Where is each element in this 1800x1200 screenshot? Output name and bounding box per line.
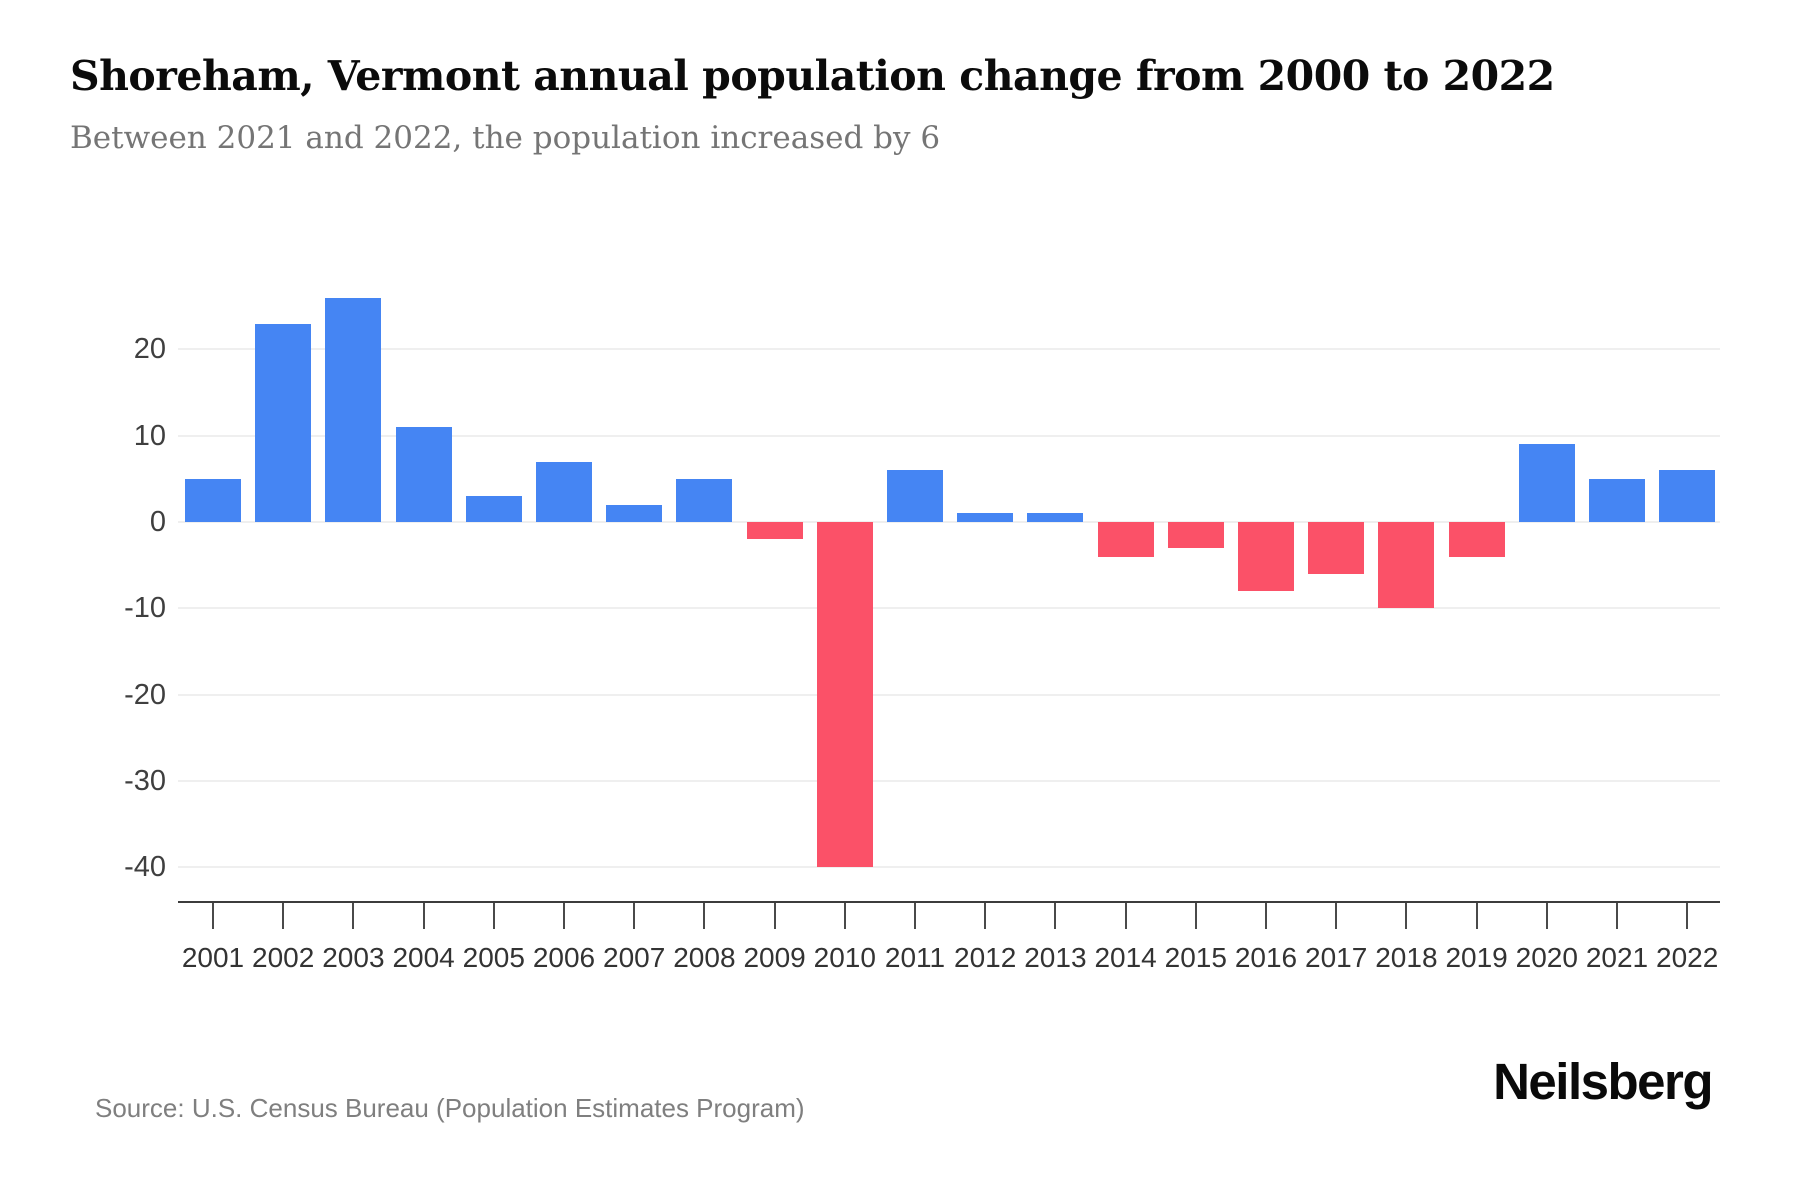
bar-2004	[395, 427, 452, 522]
bar-2012	[957, 513, 1014, 522]
x-tick-2021	[1616, 903, 1618, 929]
x-tick-2020	[1545, 903, 1548, 929]
x-tick-label-2005: 2005	[462, 942, 525, 973]
x-tick-label-2002: 2002	[252, 942, 315, 973]
x-tick-2003	[352, 903, 355, 929]
bar-2002	[255, 323, 312, 522]
x-tick-label-2011: 2011	[884, 942, 946, 973]
x-tick-label-2016: 2016	[1234, 942, 1298, 973]
bar-2007	[606, 504, 663, 522]
chart-subtitle: Between 2021 and 2022, the population in…	[70, 120, 941, 156]
bar-2022	[1659, 470, 1716, 522]
x-tick-2005	[492, 903, 495, 929]
bar-2003	[325, 297, 382, 522]
x-tick-2022	[1686, 903, 1689, 929]
x-tick-2008	[703, 903, 706, 929]
x-tick-label-2010: 2010	[813, 942, 876, 973]
x-tick-label-2004: 2004	[392, 942, 455, 973]
x-tick-2012	[984, 903, 987, 929]
x-tick-label-2014: 2014	[1094, 942, 1157, 973]
x-tick-2002	[282, 903, 285, 929]
x-tick-2001	[212, 903, 214, 929]
x-tick-label-2009: 2009	[743, 942, 806, 973]
gridline-10	[178, 434, 1720, 437]
bar-2018	[1378, 522, 1435, 609]
x-tick-2004	[422, 903, 425, 929]
bar-2008	[676, 478, 733, 522]
y-axis-labels: 20 10 0 -10 -20 -30 -40	[0, 240, 166, 901]
x-tick-label-2020: 2020	[1515, 942, 1578, 973]
x-tick-2014	[1124, 903, 1127, 929]
gridline--10	[178, 607, 1720, 610]
y-tick-label-10: 10	[133, 419, 166, 452]
y-tick-label--30: -30	[124, 764, 166, 797]
y-tick-label-0: 0	[149, 506, 166, 538]
gridline--20	[178, 693, 1720, 696]
y-tick-label--20: -20	[124, 678, 166, 711]
bar-2014	[1097, 522, 1154, 557]
bar-2015	[1167, 522, 1224, 548]
x-tick-2009	[773, 903, 776, 929]
x-tick-label-2001: 2001	[181, 942, 245, 973]
bar-2006	[536, 461, 592, 522]
bar-2020	[1518, 444, 1575, 522]
x-tick-2011	[914, 903, 916, 929]
x-tick-2018	[1405, 903, 1408, 929]
brand-logo: Neilsberg	[1493, 1053, 1713, 1110]
gridline-0	[178, 521, 1720, 523]
x-tick-label-2019: 2019	[1445, 942, 1508, 973]
gridline--40	[178, 866, 1720, 869]
source-note: Source: U.S. Census Bureau (Population E…	[95, 1093, 805, 1123]
x-tick-label-2006: 2006	[532, 942, 596, 973]
x-tick-2017	[1335, 903, 1338, 929]
bar-2010	[816, 522, 873, 868]
y-tick-label-20: 20	[133, 333, 166, 366]
bar-2016	[1238, 522, 1294, 592]
bar-2011	[887, 470, 943, 522]
bar-2009	[746, 522, 803, 540]
x-tick-label-2003: 2003	[322, 942, 385, 973]
bar-2017	[1308, 522, 1365, 574]
x-tick-label-2022: 2022	[1656, 942, 1719, 973]
x-tick-2010	[843, 903, 846, 929]
bar-2005	[465, 496, 522, 522]
x-tick-label-2015: 2015	[1164, 942, 1227, 973]
plot-area	[178, 240, 1720, 901]
x-tick-label-2012: 2012	[954, 942, 1017, 973]
chart-title: Shoreham, Vermont annual population chan…	[70, 52, 1555, 100]
x-tick-2016	[1265, 903, 1267, 929]
x-axis-line	[178, 901, 1720, 903]
x-tick-2015	[1194, 903, 1197, 929]
bar-2013	[1027, 513, 1084, 522]
x-tick-label-2021: 2021	[1585, 942, 1649, 973]
x-tick-2019	[1475, 903, 1478, 929]
x-tick-label-2017: 2017	[1305, 942, 1368, 973]
bar-2019	[1448, 522, 1505, 557]
bar-2001	[185, 478, 241, 522]
x-tick-label-2018: 2018	[1375, 942, 1438, 973]
x-tick-label-2013: 2013	[1024, 942, 1087, 973]
x-tick-label-2008: 2008	[673, 942, 736, 973]
bar-2021	[1589, 478, 1645, 522]
gridline-20	[178, 348, 1720, 351]
x-tick-2013	[1054, 903, 1057, 929]
x-tick-2007	[633, 903, 636, 929]
x-tick-label-2007: 2007	[603, 942, 666, 973]
y-tick-label--10: -10	[124, 592, 166, 625]
x-tick-2006	[563, 903, 565, 929]
y-tick-label--40: -40	[124, 851, 166, 884]
gridline--30	[178, 779, 1720, 782]
